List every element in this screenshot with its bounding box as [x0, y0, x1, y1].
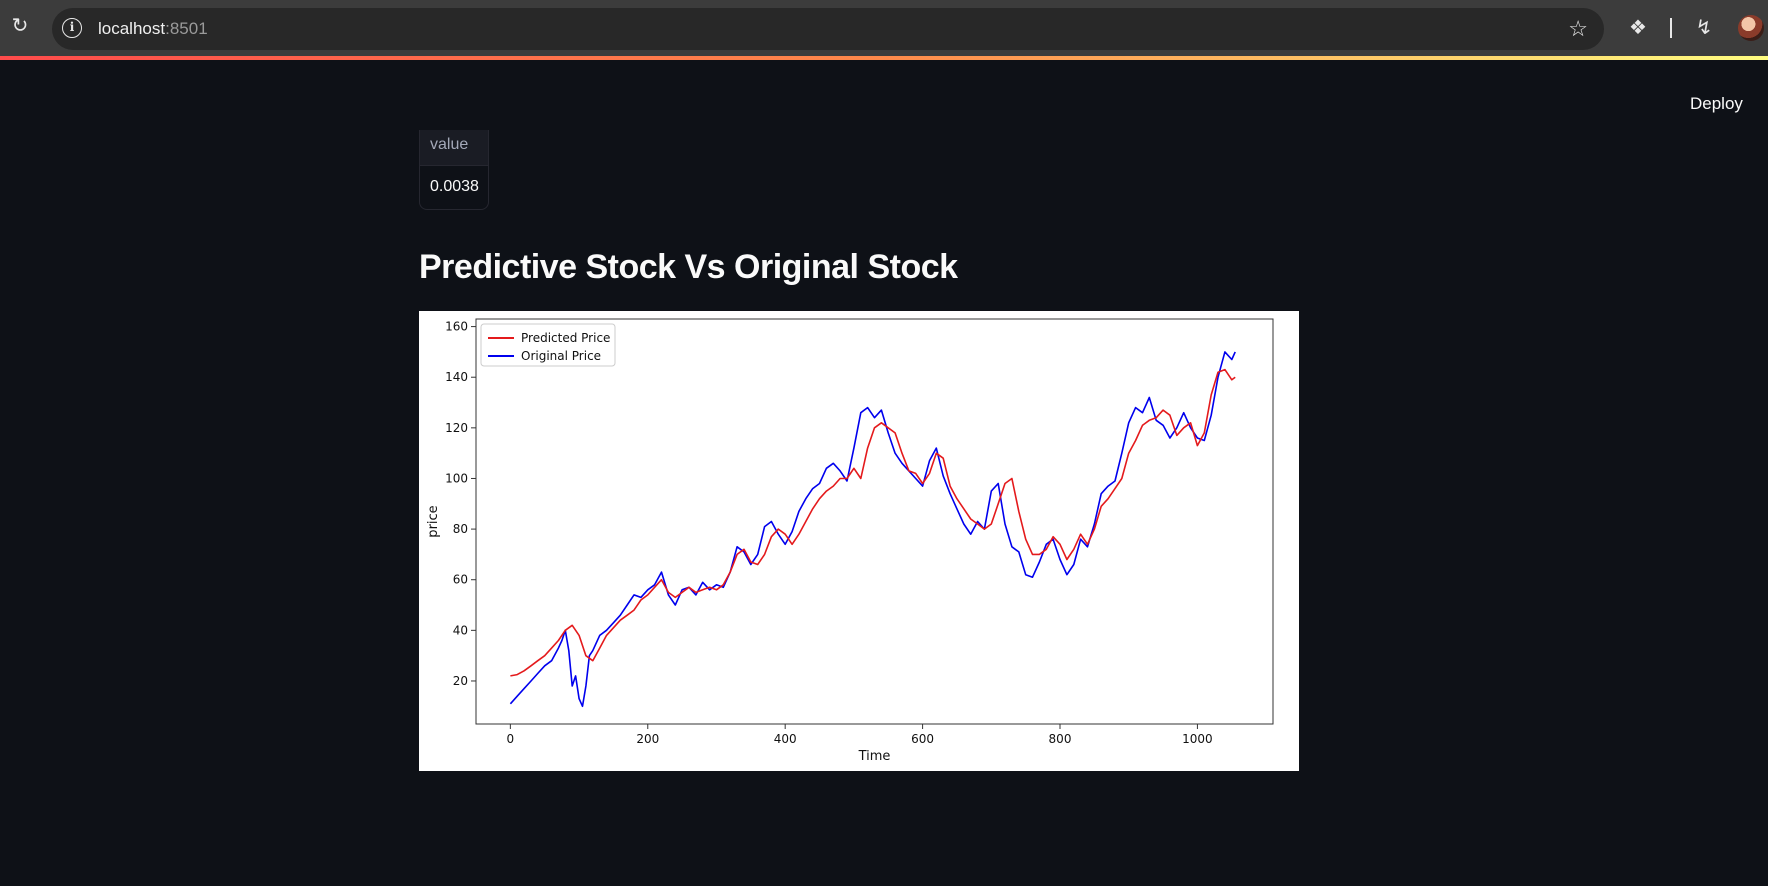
url-text[interactable]: localhost:8501: [98, 19, 208, 39]
reload-icon[interactable]: ↻: [11, 15, 29, 37]
extensions-puzzle-icon[interactable]: ❖: [1629, 17, 1647, 39]
value-dataframe[interactable]: value 0.0038: [419, 130, 489, 210]
toolbar-divider: [1670, 18, 1672, 38]
profile-avatar[interactable]: [1738, 15, 1764, 41]
bookmark-star-icon[interactable]: ☆: [1568, 16, 1588, 41]
y-axis: 20 40 60 80 100 120 140 160: [445, 320, 476, 688]
site-info-icon[interactable]: i: [62, 18, 82, 38]
x-tick-label: 1000: [1182, 732, 1213, 746]
x-tick-label: 0: [507, 732, 515, 746]
y-tick-label: 140: [445, 370, 468, 384]
table-cell[interactable]: 0.0038: [430, 178, 479, 195]
legend-entry: Original Price: [521, 349, 601, 363]
chart-svg: 0 200 400 600 800 1000 20 40 60 80 100 120 140 160 T…: [426, 318, 1274, 764]
url-port: :8501: [165, 19, 208, 38]
legend-box: [480, 323, 616, 367]
legend-entry: Predicted Price: [521, 331, 610, 345]
x-tick-label: 600: [911, 732, 934, 746]
predicted-price-line: [510, 368, 1236, 677]
y-tick-label: 100: [445, 471, 468, 485]
url-host: localhost: [98, 19, 166, 38]
x-axis: 0 200 400 600 800 1000: [507, 724, 1213, 746]
y-tick-label: 60: [453, 573, 468, 587]
x-tick-label: 400: [774, 732, 797, 746]
y-axis-label: price: [426, 505, 441, 537]
legend: Predicted Price Original Price: [480, 323, 616, 367]
prediction-chart: 0 200 400 600 800 1000 20 40 60 80 100 120 140 160 T…: [419, 311, 1299, 771]
browser-toolbar: ↻ i localhost:8501 ☆ ❖ ↯: [0, 0, 1768, 56]
y-tick-label: 20: [453, 674, 468, 688]
x-tick-label: 200: [636, 732, 659, 746]
address-bar[interactable]: i localhost:8501 ☆: [52, 8, 1604, 50]
deploy-button[interactable]: Deploy: [1690, 94, 1743, 113]
x-axis-label: Time: [858, 749, 891, 764]
series-group: [509, 351, 1236, 708]
original-price-line: [509, 351, 1236, 708]
table-header-value[interactable]: value: [420, 130, 488, 166]
y-tick-label: 40: [453, 623, 468, 637]
y-tick-label: 80: [453, 522, 468, 536]
y-tick-label: 160: [445, 320, 468, 334]
plot-area: [475, 318, 1274, 725]
performance-icon[interactable]: ↯: [1695, 17, 1713, 39]
y-tick-label: 120: [445, 421, 468, 435]
page-title: Predictive Stock Vs Original Stock: [419, 248, 958, 286]
streamlit-header-decoration: [0, 56, 1768, 60]
x-tick-label: 800: [1049, 732, 1072, 746]
